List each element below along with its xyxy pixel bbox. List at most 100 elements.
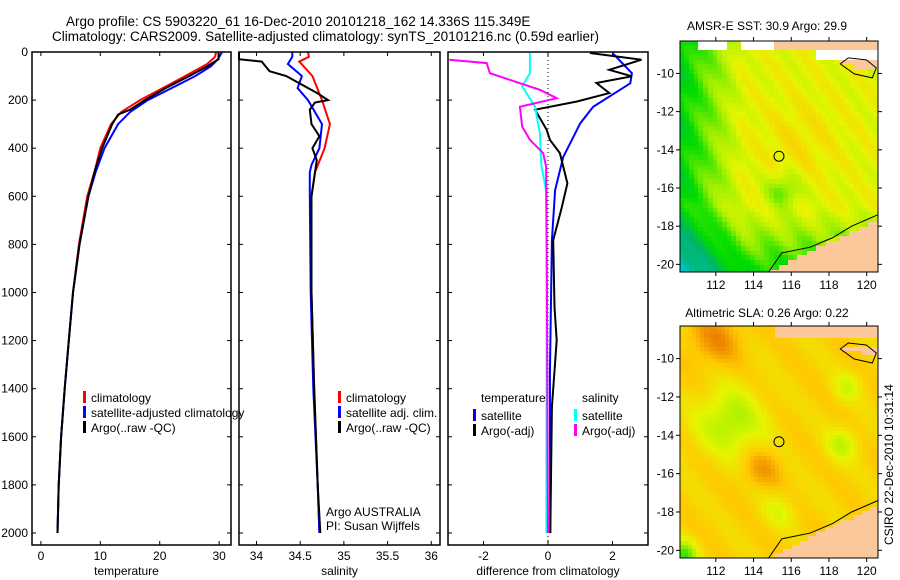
lat-tick-label: -12 xyxy=(657,390,675,404)
climatology-subtitle: Climatology: CARS2009. Satellite-adjuste… xyxy=(52,29,600,44)
legend-label: satellite xyxy=(481,409,522,423)
lat-tick-label: -10 xyxy=(657,352,675,366)
y-tick-label: 1400 xyxy=(1,382,28,396)
lat-tick-label: -14 xyxy=(657,143,675,157)
island-outline xyxy=(839,342,877,364)
legend-header-salinity: salinity xyxy=(582,391,619,405)
legend-label: Argo(-adj) xyxy=(582,424,635,438)
x-tick-label: 20 xyxy=(153,549,167,563)
series-line-argo-raw-qc- xyxy=(238,52,331,534)
lat-tick-label: -18 xyxy=(657,505,675,519)
x-tick-label: 0 xyxy=(545,549,552,563)
x-tick-label: 36 xyxy=(425,549,439,563)
argo-float-marker xyxy=(773,436,785,448)
x-tick-label: 2 xyxy=(609,549,616,563)
lon-tick-label: 112 xyxy=(706,278,725,292)
sst-heatmap xyxy=(680,41,878,272)
x-axis-label: salinity xyxy=(321,564,358,578)
y-tick-label: 0 xyxy=(21,45,28,59)
map-title: Altimetric SLA: 0.26 Argo: 0.22 xyxy=(685,306,849,320)
csiro-timestamp: CSIRO 22-Dec-2010 10:31:14 xyxy=(882,384,896,545)
legend-swatch xyxy=(338,406,341,418)
profile-title: Argo profile: CS 5903220_61 16-Dec-2010 … xyxy=(66,14,531,29)
legend-label: satellite adj. clim. xyxy=(346,406,437,420)
legend-swatch xyxy=(338,421,341,433)
y-tick-label: 200 xyxy=(8,93,28,107)
legend-label: satellite-adjusted climatology xyxy=(91,406,244,420)
legend-swatch xyxy=(338,391,341,403)
y-tick-label: 600 xyxy=(8,189,28,203)
series-line-temperature-argo-adj- xyxy=(533,52,642,534)
annotation-text: Argo AUSTRALIA xyxy=(326,505,421,519)
sla-heatmap xyxy=(680,326,878,558)
legend-swatch xyxy=(574,424,577,436)
panel-salinity: 34 34.5 35 35.5 36 salinity climatologysatelli… xyxy=(238,51,441,578)
coastline xyxy=(768,214,879,273)
y-tick-label: 1800 xyxy=(1,478,28,492)
legend-swatch xyxy=(574,409,577,421)
plot-frame xyxy=(238,51,441,546)
series-line-temperature-satellite xyxy=(548,52,633,534)
x-axis-label: difference from climatology xyxy=(476,564,619,578)
sst-map: AMSR-E SST: 30.9 Argo: 29.9 112 114 116 118 1… xyxy=(657,19,882,292)
lon-tick-label: 114 xyxy=(744,278,763,292)
y-tick-label: 2000 xyxy=(1,526,28,540)
legend-label: Argo(..raw -QC) xyxy=(91,421,176,435)
x-tick-label: 0 xyxy=(38,549,45,563)
x-tick-label: 30 xyxy=(212,549,226,563)
sla-map: Altimetric SLA: 0.26 Argo: 0.22 112 114 116… xyxy=(657,306,882,578)
series-line-satellite-adjusted-climatology xyxy=(56,51,223,534)
coastline xyxy=(768,500,879,559)
legend-label: satellite xyxy=(582,409,623,423)
y-tick-label: 800 xyxy=(8,237,28,251)
lat-tick-label: -20 xyxy=(657,257,675,271)
lat-tick-label: -10 xyxy=(657,66,675,80)
panel-temperature: 0 200 400 600 800 1000 1200 1400 1600 1800 2000 0 10… xyxy=(1,45,244,578)
series-line-climatology xyxy=(297,51,331,534)
lat-tick-label: -14 xyxy=(657,428,675,442)
argo-float-marker xyxy=(773,150,785,162)
x-tick-label: 34.5 xyxy=(288,549,312,563)
legend-label: Argo(-adj) xyxy=(481,424,534,438)
legend-swatch xyxy=(83,391,86,403)
island-outline xyxy=(839,57,877,79)
lon-tick-label: 116 xyxy=(782,564,801,578)
legend-swatch xyxy=(83,421,86,433)
lat-tick-label: -16 xyxy=(657,467,675,481)
legend-label: climatology xyxy=(346,391,406,405)
lon-tick-label: 116 xyxy=(782,278,801,292)
legend-swatch xyxy=(473,424,476,436)
legend-label: Argo(..raw -QC) xyxy=(346,421,431,435)
lon-tick-label: 118 xyxy=(819,278,838,292)
x-tick-label: 35 xyxy=(337,549,351,563)
map-frame xyxy=(679,325,879,559)
map-frame xyxy=(679,40,879,273)
series-line-argo-raw-qc- xyxy=(56,52,220,534)
x-axis-label: temperature xyxy=(94,564,159,578)
legend-label: climatology xyxy=(91,391,151,405)
lon-tick-label: 120 xyxy=(857,564,877,578)
plot-frame xyxy=(31,51,232,546)
y-tick-label: 1600 xyxy=(1,430,28,444)
lon-tick-label: 120 xyxy=(857,278,877,292)
map-title: AMSR-E SST: 30.9 Argo: 29.9 xyxy=(687,19,847,33)
lat-tick-label: -16 xyxy=(657,181,675,195)
y-tick-label: 400 xyxy=(8,141,28,155)
x-tick-label: -2 xyxy=(478,549,489,563)
lon-tick-label: 114 xyxy=(744,564,763,578)
lat-tick-label: -12 xyxy=(657,105,675,119)
series-line-climatology xyxy=(56,51,218,534)
x-tick-label: 35.5 xyxy=(376,549,400,563)
y-tick-label: 1200 xyxy=(1,334,28,348)
legend-swatch xyxy=(83,406,86,418)
annotation-text: PI: Susan Wijffels xyxy=(326,519,420,533)
x-tick-label: 34 xyxy=(250,549,264,563)
lon-tick-label: 118 xyxy=(819,564,838,578)
legend-header-temperature: temperature xyxy=(481,391,546,405)
x-tick-label: 10 xyxy=(94,549,108,563)
series-line-salinity-argo-adj- xyxy=(449,58,560,534)
legend-swatch xyxy=(473,409,476,421)
lat-tick-label: -18 xyxy=(657,219,675,233)
